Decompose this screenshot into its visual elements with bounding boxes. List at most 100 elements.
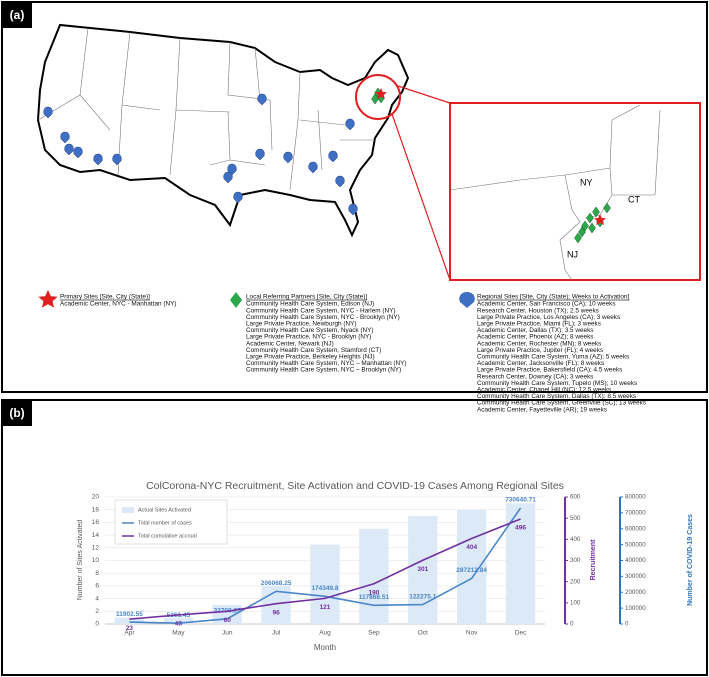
legend-heading: Regional Sites [Site, City (State); Week…	[477, 294, 629, 301]
data-label: 121	[320, 604, 331, 611]
legend-item: Academic Center, Newark (NJ)	[246, 340, 334, 347]
us-map	[36, 23, 451, 281]
x-tick-label: Apr	[124, 630, 135, 637]
data-label: 496	[515, 525, 526, 532]
legend-item: Community Health Care System, Edison (NJ…	[246, 301, 374, 308]
x-tick-label: Nov	[466, 630, 478, 637]
x-tick-label: Oct	[418, 630, 428, 637]
y2-tick-label: 600	[570, 494, 581, 501]
y3-tick-label: 600000	[625, 525, 646, 532]
y-tick-label: 10	[92, 557, 100, 564]
legend-diamond	[230, 292, 242, 308]
bar	[359, 528, 389, 624]
line	[129, 518, 521, 620]
y-axis-label: Number of Sites Activated	[77, 520, 84, 601]
y-tick-label: 18	[92, 506, 100, 513]
y2-axis-label: Recruitment	[590, 539, 597, 581]
bar	[408, 516, 438, 624]
data-label: 404	[466, 544, 477, 551]
data-label: 206068.25	[261, 580, 292, 587]
y-tick-label: 4	[95, 595, 99, 602]
chart: 0246810121416182001002003004005006000100…	[92, 494, 646, 637]
data-label: 117868.51	[359, 594, 390, 601]
legend-item: Large Private Practice, Bakersfield (CA)…	[477, 367, 622, 374]
data-label: 122275.1	[409, 593, 436, 600]
data-label: 60	[224, 617, 232, 624]
legend-item: Large Private Practice, Los Angeles (CA)…	[477, 314, 620, 321]
legend-item: Research Center, Downey (CA); 3 weeks	[477, 373, 594, 380]
bar	[114, 617, 145, 624]
data-label: 11902.55	[116, 611, 143, 618]
legend-label: Total cumulative accrual	[138, 533, 197, 539]
legend-item: Research Center, Houston (TX); 2.5 weeks	[477, 307, 599, 314]
y3-axis-label: Number of COVID-19 Cases	[687, 514, 694, 606]
x-tick-label: Dec	[515, 630, 527, 637]
y3-tick-label: 300000	[625, 573, 646, 580]
data-label: 301	[417, 566, 428, 573]
y-tick-label: 2	[95, 608, 99, 615]
legend-item: Community Health Care System, NYC - Harl…	[246, 307, 396, 314]
legend-item: Academic Center, Dallas (TX); 3.5 weeks	[477, 327, 594, 334]
legend-item: Community Health Care System, Yuma (AZ);…	[477, 353, 629, 360]
legend-item: Academic Center, Jacksonville (FL); 8 we…	[477, 360, 604, 367]
bar	[457, 509, 487, 624]
legend-item: Large Private Practice, Miami (FL); 3 we…	[477, 320, 601, 327]
y3-tick-label: 800000	[625, 494, 646, 501]
y2-tick-label: 300	[570, 557, 581, 564]
map-label: NY	[580, 177, 593, 187]
y3-tick-label: 200000	[625, 589, 646, 596]
x-tick-label: May	[172, 630, 185, 637]
legend-heading: Primary Sites [Site, City (State)]	[60, 294, 150, 301]
x-tick-label: Jul	[272, 630, 281, 637]
y3-tick-label: 0	[625, 621, 629, 628]
legend-star	[38, 290, 58, 308]
data-label: 43	[175, 621, 183, 628]
y3-tick-label: 400000	[625, 557, 646, 564]
y-tick-label: 0	[95, 621, 99, 628]
legend-item: Academic Center, Phoenix (AZ); 8 weeks	[477, 334, 594, 341]
legend-item: Academic Center, Chapel Hill (NC); 12.5 …	[477, 386, 611, 393]
legend-label: Total number of cases	[138, 520, 192, 526]
y-tick-label: 6	[95, 583, 99, 590]
legend-item: Community Health Care System, Dallas (TX…	[477, 393, 636, 400]
y-tick-label: 16	[92, 519, 100, 526]
legend-item: Community Health Care System, Stamford (…	[246, 347, 381, 354]
map-label: CT	[628, 194, 640, 204]
panel-b-frame	[1, 399, 708, 676]
y-tick-label: 8	[95, 570, 99, 577]
legend-item: Academic Center, Rochester (MN); 8 weeks	[477, 340, 601, 347]
panel-a-tab	[2, 2, 32, 28]
line	[129, 507, 522, 624]
legend-heading: Local Referring Partners [Site, City (St…	[246, 294, 367, 301]
legend-item: Large Private Practice, Jupiter (FL); 4 …	[477, 347, 603, 354]
panel-b-tab	[2, 400, 32, 426]
legend-item: Community Health Care System, NYC – Manh…	[246, 360, 407, 367]
y3-tick-label: 500000	[625, 541, 646, 548]
data-label: 174349.8	[311, 585, 338, 592]
x-tick-label: Aug	[319, 630, 331, 637]
inset-map	[449, 102, 701, 281]
legend-pin	[459, 292, 475, 308]
data-label: 730640.71	[505, 497, 536, 504]
x-tick-label: Jun	[222, 630, 233, 637]
data-label: 96	[272, 609, 280, 616]
legend-item: Community Health Care System, NYC - Broo…	[246, 314, 400, 321]
y2-tick-label: 200	[570, 578, 581, 585]
legend-item: Large Private Practice, NYC - Brooklyn (…	[246, 334, 371, 341]
panel-a-label: (a)	[10, 8, 25, 22]
y3-tick-label: 700000	[625, 510, 646, 517]
panel-b-label: (b)	[9, 406, 24, 420]
legend-item: Academic Center, NYC - Manhattan (NY)	[60, 301, 177, 308]
legend-item: Community Health Care System, Tupelo (MS…	[477, 380, 637, 387]
bar	[310, 544, 340, 624]
legend-label: Actual Sites Activated	[138, 507, 191, 513]
legend-item: Community Health Care System, NYC – Broo…	[246, 367, 401, 374]
y2-tick-label: 100	[570, 599, 581, 606]
x-tick-label: Sep	[368, 630, 380, 637]
y2-tick-label: 500	[570, 515, 581, 522]
chart-title: ColCorona-NYC Recruitment, Site Activati…	[146, 480, 564, 492]
legend-item: Academic Center, Fayetteville (AR); 19 w…	[477, 406, 607, 413]
data-label: 190	[368, 590, 379, 597]
y-tick-label: 14	[92, 532, 100, 539]
